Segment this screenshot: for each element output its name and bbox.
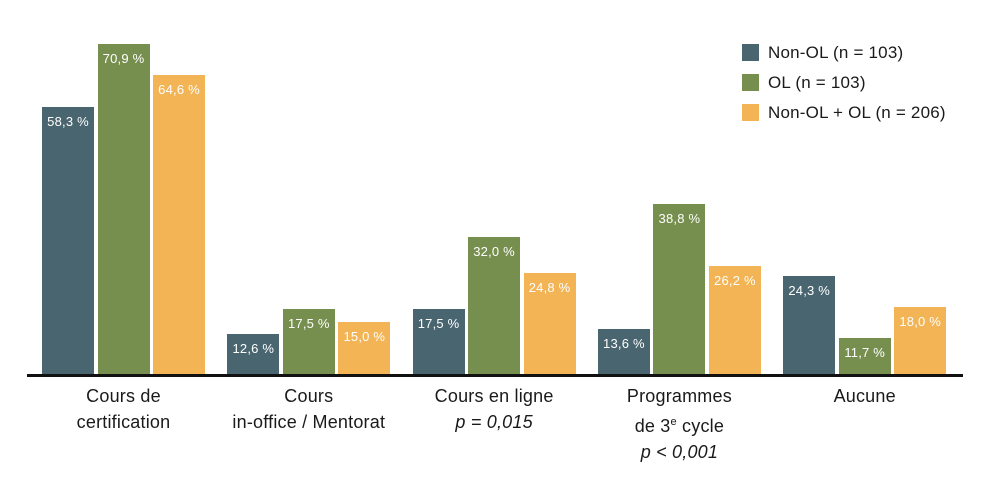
p-value-label: p < 0,001 <box>640 442 719 462</box>
bar: 12,6 % <box>227 333 280 374</box>
bar: 13,6 % <box>597 328 650 374</box>
category-label: Cours de certification <box>24 383 224 435</box>
legend-swatch-non-ol-plus-ol <box>742 104 759 121</box>
category-label: Programmes de 3e cycle p < 0,001 <box>579 383 779 465</box>
bar: 58,3 % <box>42 106 94 374</box>
bar: 18,0 % <box>894 306 947 374</box>
bar: 70,9 % <box>97 44 150 374</box>
bar-value-label: 26,2 % <box>714 273 756 289</box>
bar-value-label: 17,5 % <box>287 316 330 332</box>
bar-value-label: 12,6 % <box>232 340 275 356</box>
bar-value-label: 13,6 % <box>603 335 645 351</box>
bar-value-label: 24,3 % <box>788 282 831 298</box>
legend-item-non-ol: Non-OL (n = 103) <box>742 42 946 62</box>
legend: Non-OL (n = 103) OL (n = 103) Non-OL + O… <box>742 42 946 134</box>
bar: 32,0 % <box>468 237 521 374</box>
legend-label-non-ol: Non-OL (n = 103) <box>768 42 904 62</box>
bar-value-label: 17,5 % <box>417 316 460 332</box>
bar-value-label: 70,9 % <box>102 51 145 67</box>
category-label-line: Cours <box>284 386 334 406</box>
bar-value-label: 64,6 % <box>158 82 200 98</box>
bar-value-label: 15,0 % <box>343 328 386 344</box>
bar: 17,5 % <box>282 309 335 374</box>
bar-value-label: 24,8 % <box>528 280 571 296</box>
category-label-line: certification <box>76 412 171 432</box>
legend-label-ol: OL (n = 103) <box>768 72 866 92</box>
category-label-line: de 3e cycle <box>634 416 725 436</box>
category-label-line: in-office / Mentorat <box>232 412 386 432</box>
category-label: Cours in-office / Mentorat <box>209 383 409 435</box>
bar: 24,3 % <box>783 275 836 374</box>
bar-value-label: 58,3 % <box>47 113 89 129</box>
bar-value-label: 32,0 % <box>473 244 515 260</box>
legend-label-non-ol-plus-ol: Non-OL + OL (n = 206) <box>768 102 946 122</box>
category-label-line: Cours de <box>86 386 161 406</box>
p-value-label: p = 0,015 <box>455 412 533 432</box>
bar: 17,5 % <box>412 309 465 374</box>
legend-item-non-ol-plus-ol: Non-OL + OL (n = 206) <box>742 102 946 122</box>
legend-swatch-ol <box>742 74 759 91</box>
bar: 11,7 % <box>838 338 891 374</box>
bar: 24,8 % <box>523 273 576 374</box>
category-label-line: Cours en ligne <box>434 386 554 406</box>
bar-value-label: 11,7 % <box>844 345 886 361</box>
category-label-line: Programmes <box>626 386 732 406</box>
legend-swatch-non-ol <box>742 44 759 61</box>
bar: 26,2 % <box>708 266 761 374</box>
category-label-line: Aucune <box>833 386 896 406</box>
category-label: Aucune <box>765 383 965 409</box>
legend-item-ol: OL (n = 103) <box>742 72 946 92</box>
bar: 64,6 % <box>153 75 205 374</box>
category-label: Cours en ligne p = 0,015 <box>394 383 594 435</box>
bar: 15,0 % <box>338 321 391 374</box>
bar: 38,8 % <box>653 203 706 374</box>
bar-value-label: 18,0 % <box>899 313 942 329</box>
bar-value-label: 38,8 % <box>658 210 701 226</box>
x-axis-line <box>27 374 963 377</box>
